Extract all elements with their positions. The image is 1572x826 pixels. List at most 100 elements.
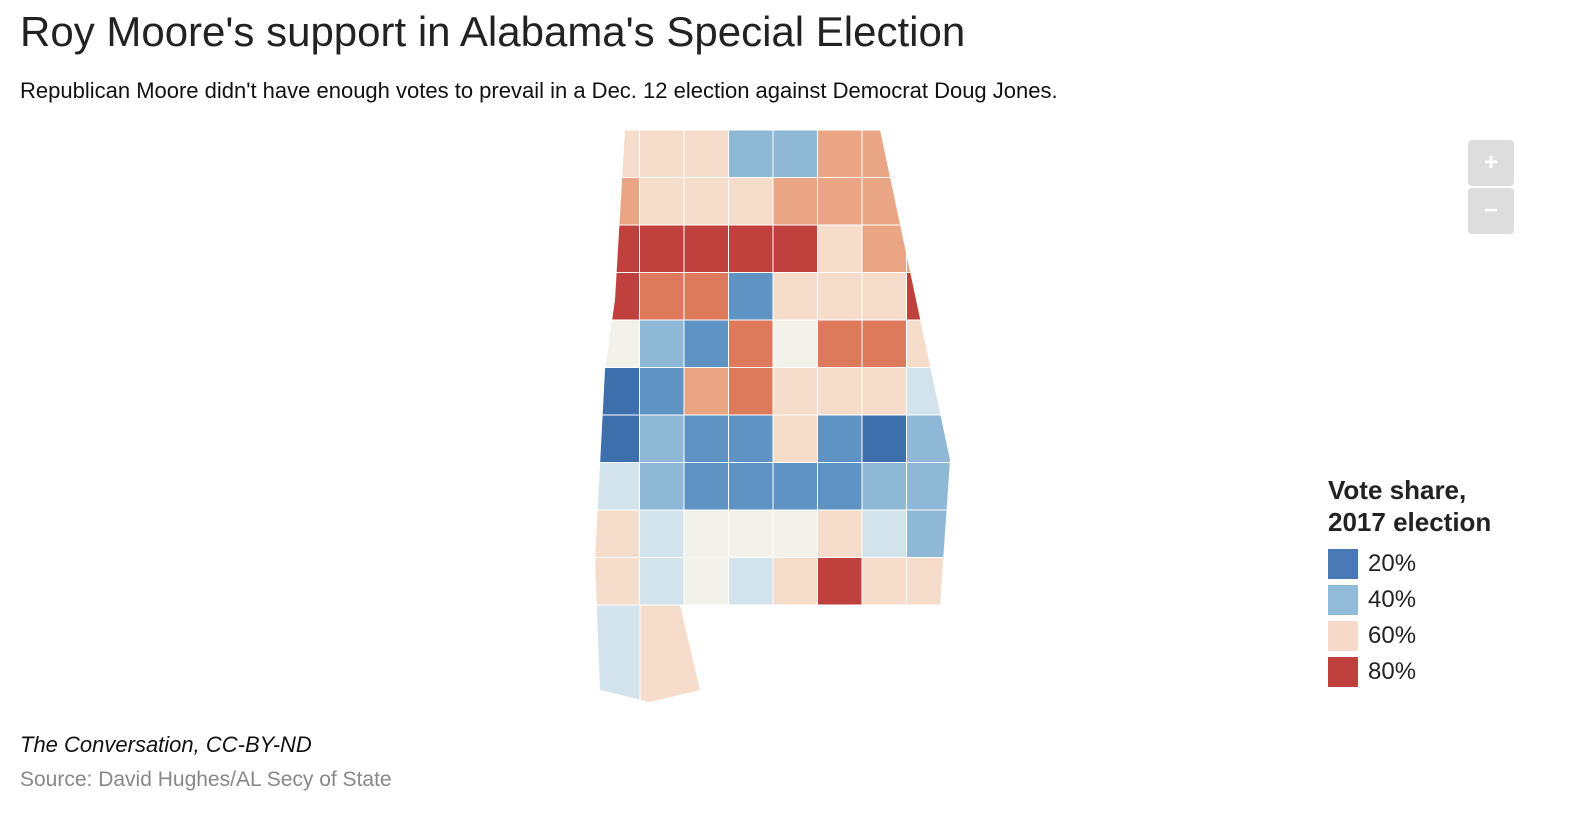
legend-items: 20% 40% 60% 80% bbox=[1328, 546, 1491, 690]
county bbox=[639, 462, 685, 511]
county bbox=[772, 319, 818, 368]
county bbox=[595, 604, 641, 702]
county bbox=[639, 414, 685, 463]
zoom-out-button[interactable]: − bbox=[1468, 188, 1514, 234]
county bbox=[728, 509, 774, 558]
county bbox=[861, 367, 907, 416]
county bbox=[861, 319, 907, 368]
county bbox=[595, 319, 640, 368]
county bbox=[595, 272, 640, 321]
county bbox=[861, 414, 907, 463]
county bbox=[906, 509, 950, 558]
county bbox=[728, 367, 774, 416]
county bbox=[683, 557, 729, 606]
county bbox=[595, 367, 640, 416]
county bbox=[683, 462, 729, 511]
credit: The Conversation, CC-BY-ND bbox=[20, 732, 312, 757]
county bbox=[639, 272, 685, 321]
county bbox=[683, 224, 729, 273]
legend-label: 60% bbox=[1368, 622, 1417, 649]
county bbox=[861, 177, 907, 226]
county bbox=[772, 509, 818, 558]
county bbox=[906, 272, 950, 321]
county bbox=[639, 319, 685, 368]
county bbox=[861, 130, 907, 178]
county bbox=[772, 462, 818, 511]
county bbox=[728, 272, 774, 321]
county bbox=[906, 414, 950, 463]
legend-title: Vote share, bbox=[1328, 475, 1467, 505]
county bbox=[861, 509, 907, 558]
county bbox=[772, 177, 818, 226]
county bbox=[595, 509, 640, 558]
county bbox=[817, 509, 863, 558]
county bbox=[683, 414, 729, 463]
county bbox=[728, 462, 774, 511]
county bbox=[639, 557, 685, 606]
source: Source: David Hughes/AL Secy of State bbox=[20, 768, 392, 791]
counties bbox=[595, 130, 950, 702]
county bbox=[728, 557, 774, 606]
county bbox=[683, 367, 729, 416]
county bbox=[817, 130, 863, 178]
county bbox=[728, 224, 774, 273]
county bbox=[683, 509, 729, 558]
county bbox=[728, 319, 774, 368]
legend-swatch bbox=[1328, 621, 1358, 651]
legend-item: 20% bbox=[1328, 546, 1491, 582]
county bbox=[639, 130, 685, 178]
county bbox=[817, 177, 863, 226]
county bbox=[772, 130, 818, 178]
county bbox=[639, 604, 711, 702]
county bbox=[683, 319, 729, 368]
county bbox=[595, 414, 640, 463]
legend-label: 40% bbox=[1368, 586, 1417, 613]
county bbox=[639, 367, 685, 416]
county bbox=[595, 557, 640, 606]
legend-item: 60% bbox=[1328, 618, 1491, 654]
county bbox=[861, 462, 907, 511]
legend-label: 20% bbox=[1368, 550, 1417, 577]
county bbox=[683, 272, 729, 321]
county bbox=[906, 462, 950, 511]
county bbox=[817, 414, 863, 463]
legend-swatch bbox=[1328, 657, 1358, 687]
county bbox=[906, 177, 950, 226]
county bbox=[595, 462, 640, 511]
county bbox=[595, 224, 640, 273]
county bbox=[817, 462, 863, 511]
county bbox=[772, 367, 818, 416]
county bbox=[906, 319, 950, 368]
legend-item: 40% bbox=[1328, 582, 1491, 618]
legend-swatch bbox=[1328, 585, 1358, 615]
county bbox=[861, 557, 907, 606]
map bbox=[595, 130, 950, 702]
county bbox=[639, 177, 685, 226]
county bbox=[817, 367, 863, 416]
county bbox=[772, 224, 818, 273]
county bbox=[639, 224, 685, 273]
county bbox=[861, 272, 907, 321]
zoom-in-button[interactable]: + bbox=[1468, 140, 1514, 186]
county bbox=[772, 272, 818, 321]
legend: Vote share, 2017 election 20% 40% 60% 80% bbox=[1328, 474, 1491, 690]
county bbox=[906, 130, 950, 178]
legend-item: 80% bbox=[1328, 654, 1491, 690]
county bbox=[861, 224, 907, 273]
legend-swatch bbox=[1328, 549, 1358, 579]
county bbox=[683, 177, 729, 226]
county bbox=[683, 130, 729, 178]
legend-title: 2017 election bbox=[1328, 507, 1492, 537]
county bbox=[906, 224, 950, 273]
county bbox=[817, 319, 863, 368]
county bbox=[817, 557, 863, 606]
county bbox=[817, 224, 863, 273]
county bbox=[906, 557, 950, 606]
county bbox=[817, 272, 863, 321]
county bbox=[728, 414, 774, 463]
county bbox=[772, 414, 818, 463]
county bbox=[639, 509, 685, 558]
county bbox=[595, 130, 640, 178]
county bbox=[595, 177, 640, 226]
